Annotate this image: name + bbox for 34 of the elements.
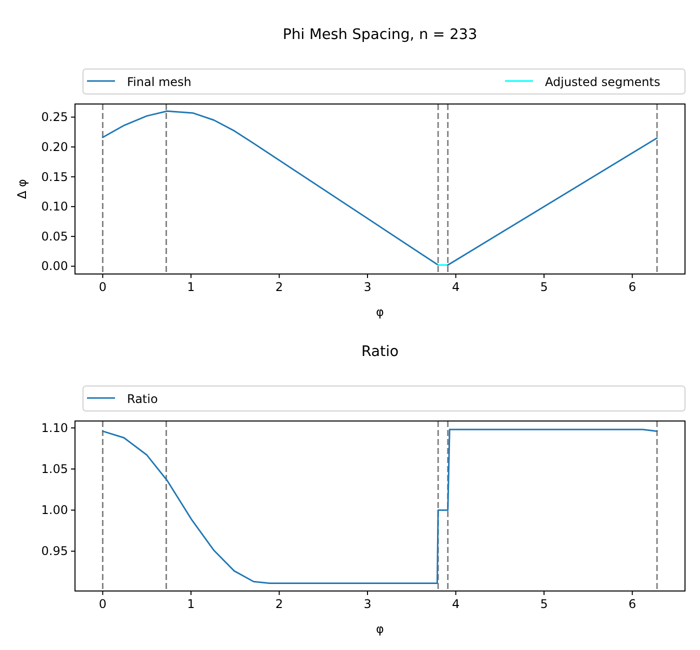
x-tick-label: 4	[452, 280, 460, 294]
x-axis-title: φ	[376, 622, 384, 636]
x-tick-label: 3	[364, 597, 372, 611]
y-axis-title: Δ φ	[15, 178, 29, 199]
x-tick-label: 4	[452, 597, 460, 611]
legend-label: Ratio	[127, 392, 158, 406]
line-series	[102, 428, 658, 584]
x-tick-label: 5	[540, 280, 548, 294]
x-tick-label: 0	[98, 597, 107, 611]
chart-title: Phi Mesh Spacing, n = 233	[282, 27, 478, 43]
y-tick-label: 0.10	[41, 200, 68, 214]
x-tick-label: 2	[275, 597, 284, 611]
y-tick-label: 0.20	[41, 140, 68, 154]
y-tick-label: 1.05	[41, 462, 68, 476]
x-tick-label: 1	[187, 280, 195, 294]
chart-title: Ratio	[361, 344, 399, 360]
y-tick-label: 0.15	[41, 170, 68, 184]
y-tick-label: 1.10	[41, 420, 68, 435]
x-tick-label: 6	[628, 280, 636, 294]
line-series	[102, 110, 439, 266]
x-axis-title: φ	[376, 305, 384, 319]
x-tick-label: 5	[540, 597, 548, 611]
legend-label: Adjusted segments	[545, 75, 660, 89]
legend-label: Final mesh	[127, 75, 192, 89]
y-tick-label: 0.25	[41, 110, 68, 124]
y-tick-label: 0.05	[41, 229, 68, 244]
y-tick-label: 1.00	[41, 503, 68, 518]
x-tick-label: 2	[275, 280, 284, 294]
x-tick-label: 6	[628, 597, 636, 611]
x-tick-label: 1	[187, 597, 195, 611]
x-tick-label: 3	[364, 280, 372, 294]
y-tick-label: 0.00	[41, 259, 68, 274]
x-tick-label: 0	[98, 280, 107, 294]
y-tick-label: 0.95	[41, 544, 68, 558]
